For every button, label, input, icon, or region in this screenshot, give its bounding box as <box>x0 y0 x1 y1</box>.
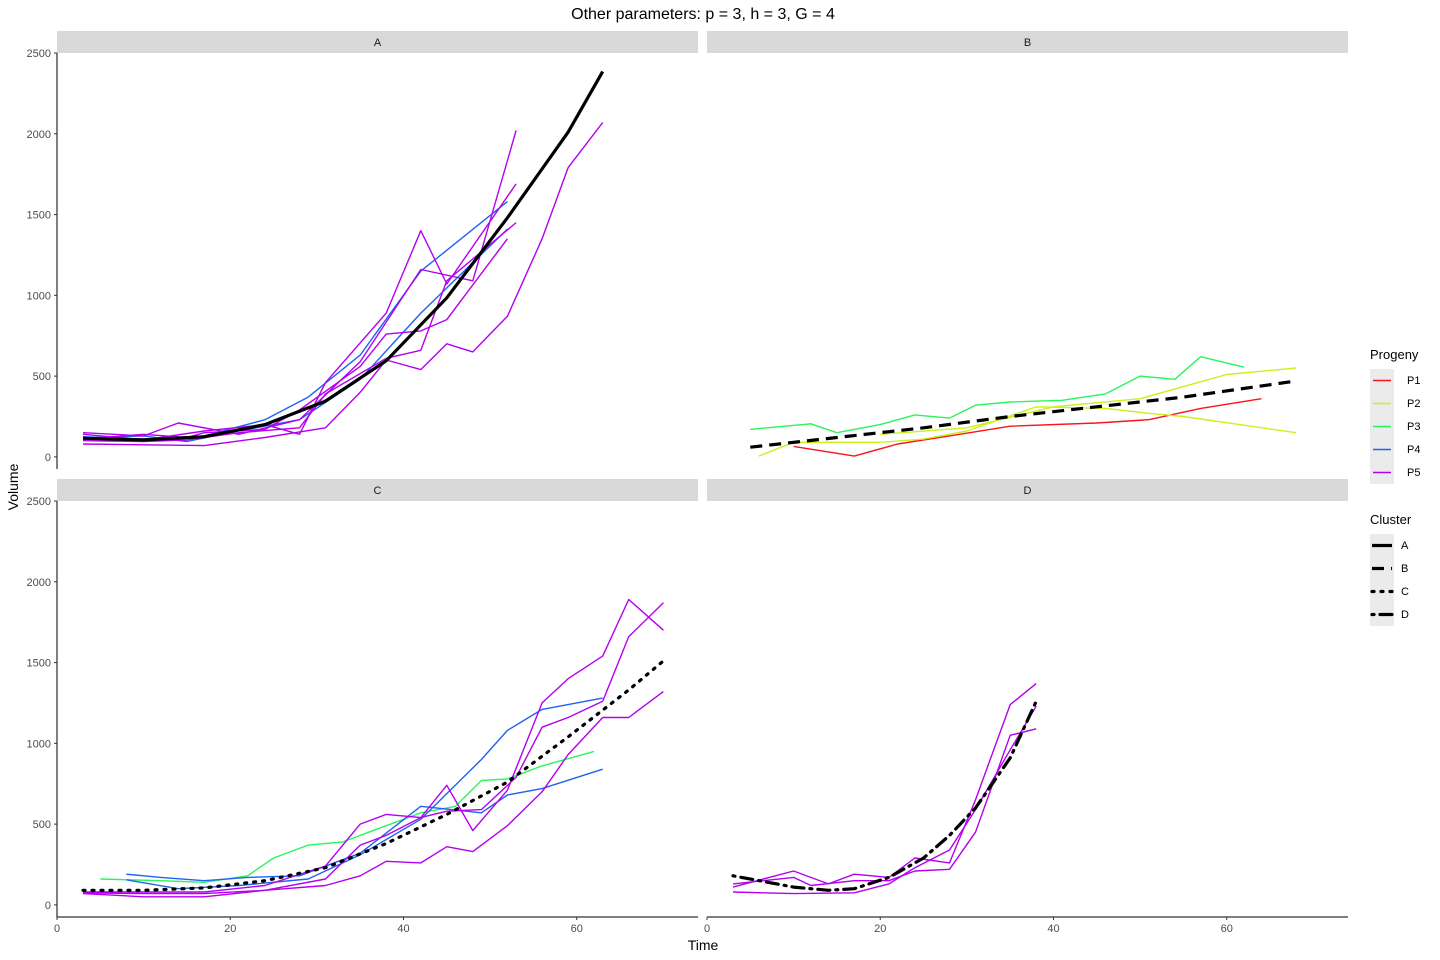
facet-strip <box>57 479 698 501</box>
legend-label-cluster-c: C <box>1401 586 1409 598</box>
legend-label-p2: P2 <box>1407 398 1420 410</box>
series-line-p5 <box>82 130 517 437</box>
legend-label-cluster-b: B <box>1401 563 1408 575</box>
facet-strip-label: D <box>1024 485 1032 497</box>
legend-label-p1: P1 <box>1407 375 1420 387</box>
x-tick-label: 40 <box>1047 923 1059 935</box>
series-line-p5 <box>82 183 517 441</box>
legend-label-cluster-a: A <box>1401 540 1409 552</box>
y-tick-label: 0 <box>45 900 51 912</box>
cluster-curve-b <box>750 379 1297 449</box>
panel-c: C 0 500 1000 1500 2000 2500 0 20 40 60 <box>27 479 698 935</box>
series-line-p5 <box>732 728 1037 887</box>
y-axis-title: Volume <box>5 463 21 510</box>
series-line-p5 <box>82 238 508 440</box>
series-line-p4 <box>82 228 508 443</box>
series-line-p2 <box>880 367 1297 435</box>
x-tick-label: 60 <box>571 923 583 935</box>
y-tick-label: 2000 <box>27 577 51 589</box>
cluster-legend-title: Cluster <box>1370 512 1412 527</box>
y-tick-label: 1500 <box>27 658 51 670</box>
series-line-p3 <box>100 750 595 883</box>
legend-label-cluster-d: D <box>1401 609 1409 621</box>
x-tick-label: 20 <box>224 923 236 935</box>
x-tick-label: 40 <box>397 923 409 935</box>
series-line-p4 <box>126 768 603 882</box>
cluster-curve-d <box>731 699 1038 892</box>
series-line-p5 <box>732 683 1037 888</box>
y-tick-label: 2500 <box>27 48 51 60</box>
y-tick-label: 1000 <box>27 290 51 302</box>
facet-strip <box>57 31 698 53</box>
x-tick-label: 20 <box>874 923 886 935</box>
series-line-p2 <box>758 406 1297 457</box>
legend-label-p5: P5 <box>1407 467 1420 479</box>
legend-label-p4: P4 <box>1407 444 1420 456</box>
progeny-legend-title: Progeny <box>1370 347 1419 362</box>
panel-b: B <box>707 31 1348 457</box>
panel-d: D 0 20 40 60 <box>704 479 1348 935</box>
series-line-p5 <box>82 691 664 898</box>
series-line-p5 <box>82 122 604 447</box>
chart-title: Other parameters: p = 3, h = 3, G = 4 <box>571 6 835 23</box>
cluster-curve-a <box>82 70 605 442</box>
y-tick-label: 1000 <box>27 738 51 750</box>
facet-strip-label: A <box>374 37 382 49</box>
x-tick-label: 60 <box>1221 923 1233 935</box>
facet-strip-label: C <box>374 485 382 497</box>
series-line-p5 <box>732 705 1037 895</box>
facet-strip-label: B <box>1024 37 1031 49</box>
series-line-p5 <box>82 222 517 443</box>
legend-label-p3: P3 <box>1407 421 1420 433</box>
series-line-p4 <box>126 697 603 890</box>
panel-a: A 0 500 1000 1500 2000 2500 <box>27 31 698 469</box>
series-line-p5 <box>83 598 664 893</box>
x-axis-title: Time <box>688 937 719 953</box>
y-tick-label: 0 <box>45 452 51 464</box>
y-tick-label: 2000 <box>27 129 51 141</box>
facet-strip <box>707 479 1348 501</box>
series-line-p5 <box>82 602 664 895</box>
panels: A05001000150020002500BC05001000150020002… <box>27 31 1348 935</box>
x-tick-label: 0 <box>54 923 60 935</box>
y-tick-label: 500 <box>33 819 51 831</box>
facet-strip <box>707 31 1348 53</box>
y-tick-label: 2500 <box>27 496 51 508</box>
series-line-p3 <box>750 356 1245 434</box>
progeny-legend: Progeny P1 P2 P3 P4 P5 <box>1370 347 1420 484</box>
y-tick-label: 500 <box>33 371 51 383</box>
y-tick-label: 1500 <box>27 210 51 222</box>
cluster-curve-c <box>81 659 666 892</box>
x-tick-label: 0 <box>704 923 710 935</box>
series-line-p1 <box>793 398 1262 457</box>
